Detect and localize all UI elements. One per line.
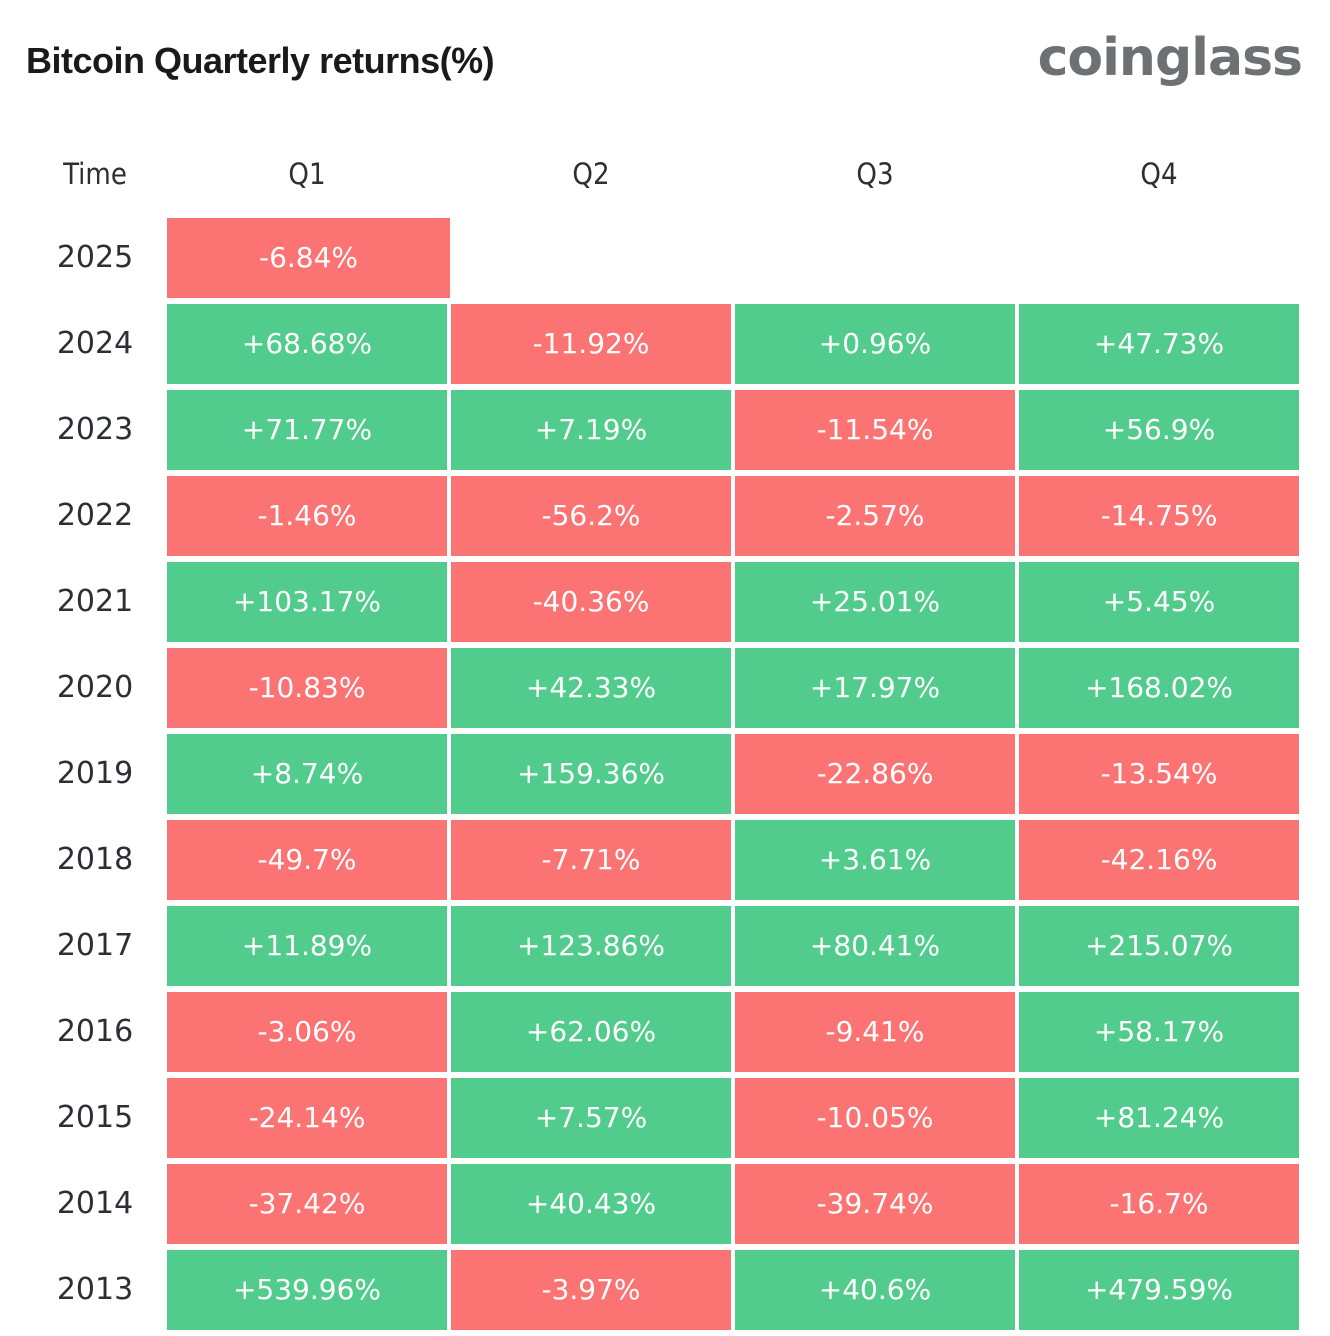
cell-2019-q3: -22.86%: [735, 734, 1015, 814]
year-label-2016: 2016: [56, 1014, 134, 1049]
cell-2021-q3: +25.01%: [735, 562, 1015, 642]
cell-2015-q3: -10.05%: [735, 1078, 1015, 1158]
cell-2023-q4: +56.9%: [1019, 390, 1299, 470]
cell-2014-q3: -39.74%: [735, 1164, 1015, 1244]
cell-2018-q4: -42.16%: [1019, 820, 1299, 900]
year-label-2021: 2021: [56, 584, 134, 619]
cell-2024-q1: +68.68%: [167, 304, 447, 384]
cell-2015-q2: +7.57%: [451, 1078, 731, 1158]
year-label-2014: 2014: [56, 1186, 134, 1221]
cell-2016-q3: -9.41%: [735, 992, 1015, 1072]
cell-2022-q1: -1.46%: [167, 476, 447, 556]
cell-2014-q2: +40.43%: [451, 1164, 731, 1244]
cell-2025-q1: -6.84%: [167, 218, 450, 298]
cell-2023-q3: -11.54%: [735, 390, 1015, 470]
year-label-2023: 2023: [56, 412, 134, 447]
cell-2016-q1: -3.06%: [167, 992, 447, 1072]
year-label-2013: 2013: [56, 1272, 134, 1307]
header-q2: Q2: [572, 157, 610, 191]
cell-2015-q1: -24.14%: [167, 1078, 447, 1158]
cell-2015-q4: +81.24%: [1019, 1078, 1299, 1158]
cell-2016-q2: +62.06%: [451, 992, 731, 1072]
cell-2013-q2: -3.97%: [451, 1250, 731, 1330]
cell-2024-q4: +47.73%: [1019, 304, 1299, 384]
cell-2017-q1: +11.89%: [167, 906, 447, 986]
header-q4: Q4: [1140, 157, 1178, 191]
cell-2022-q3: -2.57%: [735, 476, 1015, 556]
cell-2024-q2: -11.92%: [451, 304, 731, 384]
cell-2014-q1: -37.42%: [167, 1164, 447, 1244]
year-label-2018: 2018: [56, 842, 134, 877]
cell-2018-q2: -7.71%: [451, 820, 731, 900]
cell-2019-q2: +159.36%: [451, 734, 731, 814]
cell-2020-q3: +17.97%: [735, 648, 1015, 728]
year-label-2022: 2022: [56, 498, 134, 533]
cell-2023-q1: +71.77%: [167, 390, 447, 470]
cell-2020-q4: +168.02%: [1019, 648, 1299, 728]
header-time: Time: [63, 157, 127, 191]
cell-2019-q4: -13.54%: [1019, 734, 1299, 814]
cell-2020-q2: +42.33%: [451, 648, 731, 728]
year-label-2020: 2020: [56, 670, 134, 705]
cell-2016-q4: +58.17%: [1019, 992, 1299, 1072]
cell-2022-q4: -14.75%: [1019, 476, 1299, 556]
cell-2013-q1: +539.96%: [167, 1250, 447, 1330]
cell-2014-q4: -16.7%: [1019, 1164, 1299, 1244]
cell-2018-q3: +3.61%: [735, 820, 1015, 900]
cell-2023-q2: +7.19%: [451, 390, 731, 470]
cell-2021-q4: +5.45%: [1019, 562, 1299, 642]
cell-2017-q2: +123.86%: [451, 906, 731, 986]
chart-title: Bitcoin Quarterly returns(%): [26, 40, 495, 81]
cell-2021-q2: -40.36%: [451, 562, 731, 642]
coinglass-logo: coinglass: [1037, 28, 1303, 88]
cell-2022-q2: -56.2%: [451, 476, 731, 556]
cell-2018-q1: -49.7%: [167, 820, 447, 900]
year-label-2025: 2025: [56, 240, 134, 275]
year-label-2015: 2015: [56, 1100, 134, 1135]
cell-2019-q1: +8.74%: [167, 734, 447, 814]
year-label-2019: 2019: [56, 756, 134, 791]
cell-2013-q4: +479.59%: [1019, 1250, 1299, 1330]
header-q3: Q3: [856, 157, 894, 191]
cell-2024-q3: +0.96%: [735, 304, 1015, 384]
year-label-2017: 2017: [56, 928, 134, 963]
cell-2017-q4: +215.07%: [1019, 906, 1299, 986]
year-label-2024: 2024: [56, 326, 134, 361]
cell-2021-q1: +103.17%: [167, 562, 447, 642]
cell-2013-q3: +40.6%: [735, 1250, 1015, 1330]
cell-2017-q3: +80.41%: [735, 906, 1015, 986]
header-q1: Q1: [288, 157, 326, 191]
cell-2020-q1: -10.83%: [167, 648, 447, 728]
